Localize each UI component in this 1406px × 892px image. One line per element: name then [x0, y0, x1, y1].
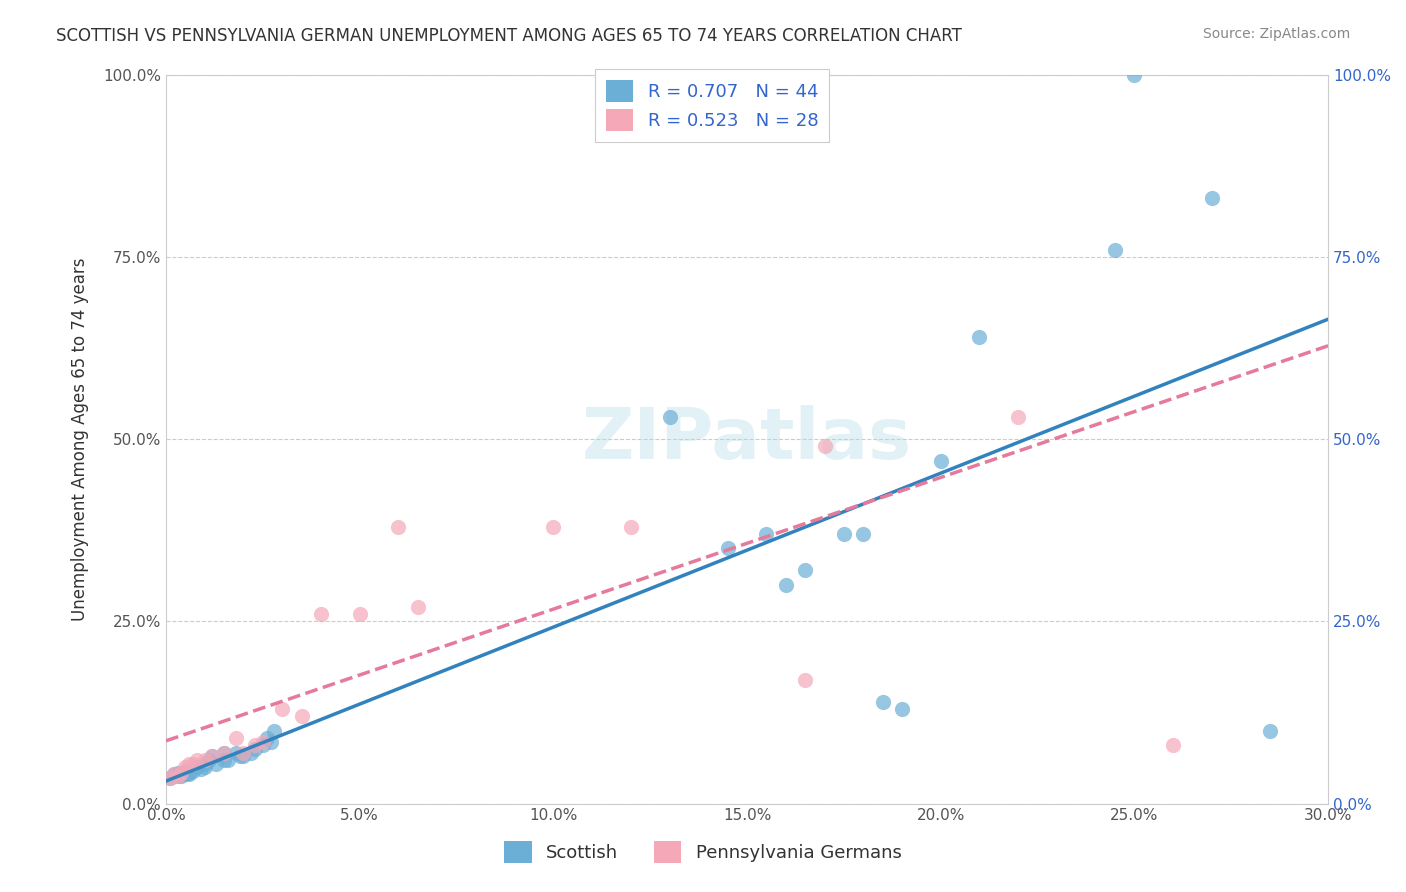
Point — [212, 746, 235, 760]
Point — [271, 702, 294, 716]
Point — [201, 749, 224, 764]
Point — [163, 767, 186, 781]
Point — [252, 739, 274, 753]
Point — [794, 563, 817, 577]
Point — [1123, 68, 1146, 82]
Point — [159, 771, 181, 785]
Y-axis label: Unemployment Among Ages 65 to 74 years: Unemployment Among Ages 65 to 74 years — [72, 257, 89, 621]
Point — [170, 769, 193, 783]
Point — [190, 762, 212, 776]
Point — [212, 746, 235, 760]
Point — [755, 526, 778, 541]
Point — [181, 756, 204, 771]
Point — [775, 578, 797, 592]
Point — [232, 746, 254, 760]
Point — [387, 519, 409, 533]
Point — [263, 723, 285, 738]
Point — [166, 769, 188, 783]
Point — [832, 526, 855, 541]
Text: ZIPatlas: ZIPatlas — [582, 405, 912, 474]
Point — [217, 753, 239, 767]
Text: SCOTTISH VS PENNSYLVANIA GERMAN UNEMPLOYMENT AMONG AGES 65 TO 74 YEARS CORRELATI: SCOTTISH VS PENNSYLVANIA GERMAN UNEMPLOY… — [56, 27, 962, 45]
Point — [240, 746, 263, 760]
Point — [969, 330, 991, 344]
Point — [543, 519, 565, 533]
Legend: R = 0.707   N = 44, R = 0.523   N = 28: R = 0.707 N = 44, R = 0.523 N = 28 — [595, 69, 830, 142]
Point — [174, 767, 197, 781]
Point — [256, 731, 278, 745]
Point — [232, 749, 254, 764]
Point — [252, 734, 274, 748]
Point — [194, 756, 217, 771]
Point — [181, 764, 204, 778]
Point — [225, 731, 247, 745]
Point — [166, 766, 188, 780]
Point — [1161, 739, 1184, 753]
Point — [186, 753, 208, 767]
Point — [163, 767, 186, 781]
Point — [243, 742, 266, 756]
Point — [166, 769, 188, 783]
Point — [1258, 723, 1281, 738]
Point — [794, 673, 817, 687]
Point — [658, 410, 681, 425]
Point — [174, 764, 197, 778]
Point — [717, 541, 740, 556]
Point — [620, 519, 643, 533]
Point — [813, 439, 835, 453]
Point — [406, 599, 429, 614]
Point — [194, 760, 217, 774]
Point — [186, 760, 208, 774]
Point — [205, 756, 228, 771]
Point — [194, 753, 217, 767]
Point — [159, 771, 181, 785]
Point — [1007, 410, 1029, 425]
Point — [259, 734, 281, 748]
Point — [891, 702, 914, 716]
Point — [290, 709, 312, 723]
Point — [1201, 191, 1223, 205]
Point — [179, 756, 201, 771]
Legend: Scottish, Pennsylvania Germans: Scottish, Pennsylvania Germans — [494, 830, 912, 874]
Point — [201, 749, 224, 764]
Point — [872, 694, 894, 708]
Point — [1104, 243, 1126, 257]
Text: Source: ZipAtlas.com: Source: ZipAtlas.com — [1202, 27, 1350, 41]
Point — [349, 607, 371, 621]
Point — [929, 454, 952, 468]
Point — [212, 753, 235, 767]
Point — [197, 753, 219, 767]
Point — [225, 746, 247, 760]
Point — [852, 526, 875, 541]
Point — [174, 760, 197, 774]
Point — [170, 766, 193, 780]
Point — [179, 766, 201, 780]
Point — [179, 767, 201, 781]
Point — [309, 607, 332, 621]
Point — [243, 739, 266, 753]
Point — [735, 68, 758, 82]
Point — [228, 749, 250, 764]
